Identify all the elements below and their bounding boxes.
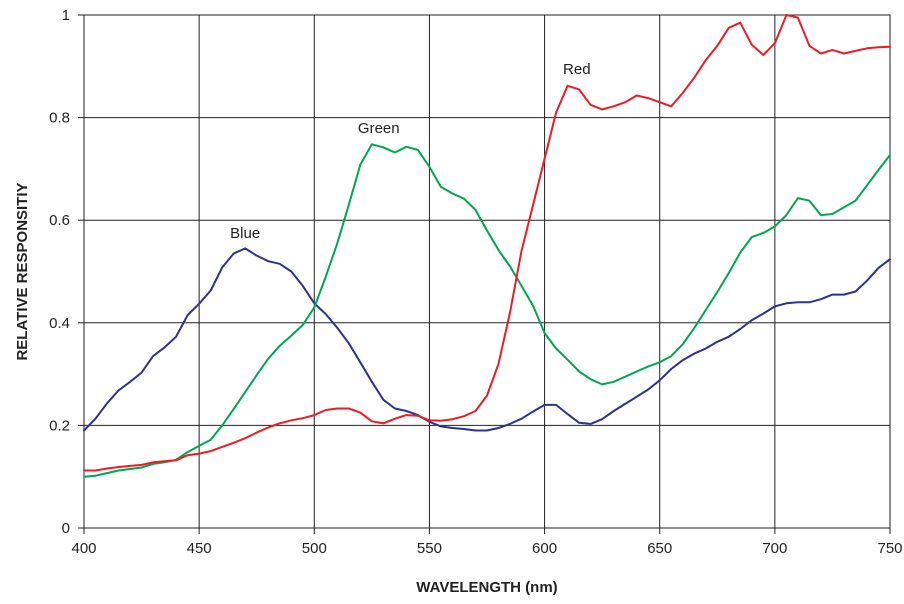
y-tick-label: 0: [62, 520, 70, 537]
y-tick-label: 0.8: [49, 110, 70, 127]
x-tick-label: 550: [417, 540, 442, 557]
x-tick-label: 500: [302, 540, 327, 557]
tick-labels: 400 450 500 550 600 650 700 750 0 0.2 0.4 0.6 0.8 1: [49, 7, 902, 557]
x-tick-label: 700: [762, 540, 787, 557]
y-tick-label: 0.4: [49, 315, 70, 332]
series-line-red: [83, 14, 891, 472]
x-tick-label: 400: [71, 540, 96, 557]
grid-lines: [78, 14, 891, 534]
y-tick-label: 1: [62, 7, 70, 24]
y-tick-label: 0.2: [49, 417, 70, 434]
series-line-blue: [83, 247, 891, 432]
x-tick-label: 750: [877, 540, 902, 557]
plot-frame: [83, 14, 891, 529]
y-axis-title: RELATIVE RESPONSITIY: [14, 182, 31, 360]
x-tick-label: 600: [532, 540, 557, 557]
y-tick-label: 0.6: [49, 212, 70, 229]
series-label-green: Green: [358, 120, 400, 137]
x-axis-title: WAVELENGTH (nm): [416, 579, 557, 596]
x-tick-label: 450: [187, 540, 212, 557]
series-lines: [83, 14, 891, 478]
series-line-green: [83, 143, 891, 478]
x-tick-label: 650: [647, 540, 672, 557]
series-label-blue: Blue: [230, 225, 260, 242]
series-label-red: Red: [563, 61, 591, 78]
series-annotations: Blue Green Red: [230, 61, 590, 242]
